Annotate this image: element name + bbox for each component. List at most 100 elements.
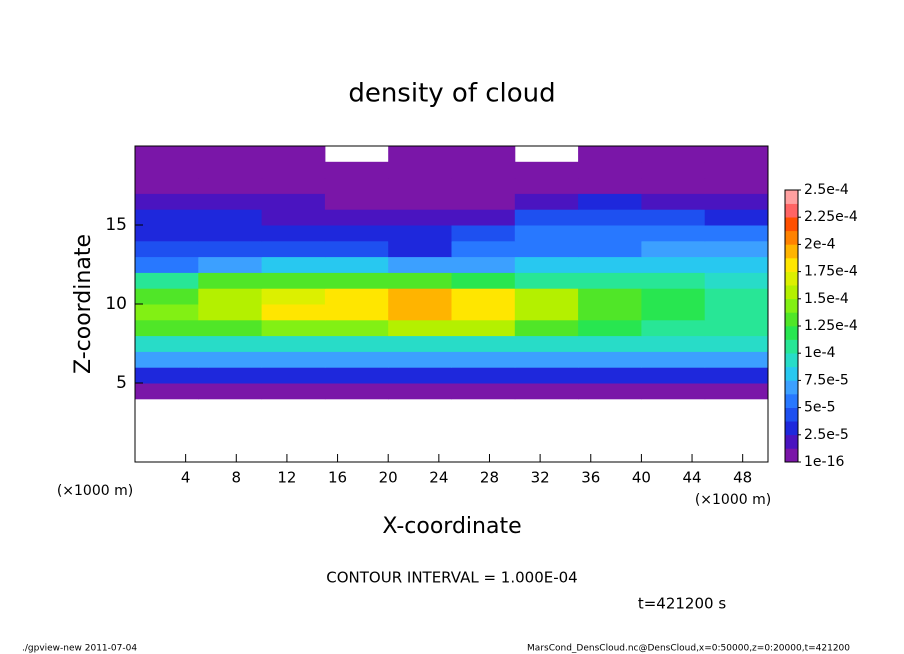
cell	[578, 367, 642, 384]
colorbar-swatch	[785, 312, 798, 327]
cell	[388, 335, 452, 352]
cell	[135, 351, 199, 368]
cell	[261, 351, 326, 368]
chart-title: density of cloud	[348, 79, 555, 109]
cell	[261, 256, 326, 273]
cell	[388, 225, 452, 242]
cell	[641, 225, 706, 242]
y-unit: (×1000 m)	[57, 483, 133, 499]
cell	[135, 335, 199, 352]
cell	[704, 383, 769, 400]
cell	[578, 335, 642, 352]
y-tick-label: 15	[105, 215, 127, 235]
cell	[324, 256, 389, 273]
cell	[451, 240, 516, 258]
cell	[451, 272, 516, 289]
cell	[514, 335, 579, 352]
cell	[135, 146, 199, 163]
cell	[324, 193, 389, 210]
x-tick-label: 24	[429, 469, 448, 487]
cell	[388, 383, 452, 400]
cell	[261, 383, 326, 400]
cell	[514, 256, 579, 273]
cell	[641, 209, 706, 226]
cell	[135, 240, 199, 258]
colorbar-swatch	[785, 353, 798, 368]
cell	[641, 193, 706, 210]
cell	[388, 209, 452, 226]
cell	[324, 272, 389, 289]
x-axis-label: X-coordinate	[382, 514, 521, 539]
cell	[704, 351, 769, 368]
cell	[514, 240, 579, 258]
cell	[198, 225, 263, 242]
colorbar-label: 1.75e-4	[804, 264, 858, 280]
cell	[578, 319, 642, 337]
cell	[388, 319, 452, 337]
cell	[388, 161, 452, 179]
cell	[324, 351, 389, 368]
cell	[704, 335, 769, 352]
colorbar-swatch	[785, 448, 798, 463]
cell	[135, 161, 199, 179]
cell	[198, 146, 263, 163]
cell	[451, 209, 516, 226]
colorbar-swatch	[785, 421, 798, 436]
cell	[514, 304, 579, 321]
cell	[451, 256, 516, 273]
time-note: t=421200 s	[638, 595, 726, 613]
cell	[324, 319, 389, 337]
cell	[388, 193, 452, 210]
cell	[198, 193, 263, 210]
cell	[324, 209, 389, 226]
cell	[514, 272, 579, 289]
colorbar-swatch	[785, 394, 798, 408]
cell	[451, 193, 516, 210]
cell	[578, 240, 642, 258]
colorbar-label: 1.5e-4	[804, 291, 849, 307]
cell	[388, 304, 452, 321]
cell	[388, 288, 452, 305]
cell	[641, 240, 706, 258]
cell	[261, 319, 326, 337]
cell	[261, 367, 326, 384]
colorbar-label: 2.25e-4	[804, 209, 858, 225]
cell	[135, 225, 199, 242]
cell	[451, 319, 516, 337]
cell	[198, 240, 263, 258]
cell	[135, 256, 199, 273]
cell	[388, 240, 452, 258]
footer-left: ./gpview-new 2011-07-04	[22, 644, 137, 654]
cell	[388, 351, 452, 368]
colorbar-swatch	[785, 380, 798, 395]
cell	[324, 240, 389, 258]
y-tick-label: 5	[116, 373, 127, 393]
cell	[704, 225, 769, 242]
cell	[198, 288, 263, 305]
cell	[578, 225, 642, 242]
cell	[704, 319, 769, 337]
cell	[641, 335, 706, 352]
cell	[261, 288, 326, 305]
colorbar-swatch	[785, 298, 798, 313]
colorbar-swatch	[785, 230, 798, 245]
cell	[451, 146, 516, 163]
cell	[198, 335, 263, 352]
cell	[641, 177, 706, 194]
colorbar-label: 1e-4	[804, 345, 836, 361]
cell	[704, 304, 769, 321]
cell	[324, 225, 389, 242]
contour-note: CONTOUR INTERVAL = 1.000E-04	[326, 569, 577, 587]
cell	[578, 256, 642, 273]
y-tick-label: 10	[105, 294, 127, 314]
cell	[578, 177, 642, 194]
cell	[261, 146, 326, 163]
colorbar-label: 2.5e-5	[804, 427, 849, 443]
cell	[451, 335, 516, 352]
cell	[135, 383, 199, 400]
colorbar-swatch	[785, 434, 798, 449]
cell	[261, 177, 326, 194]
cell	[451, 304, 516, 321]
cell	[451, 351, 516, 368]
cell	[261, 240, 326, 258]
